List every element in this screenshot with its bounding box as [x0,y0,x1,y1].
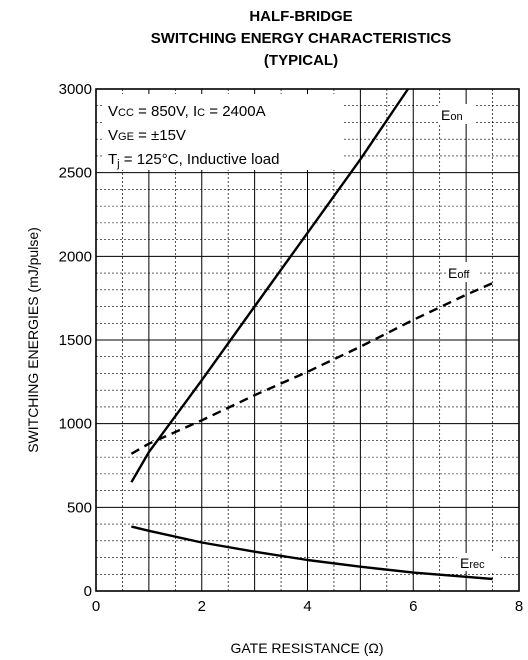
erec-line [131,525,493,581]
y-tick-label: 2000 [59,248,92,265]
y-tick-label: 500 [67,499,92,516]
annotation-box-bg [104,94,342,170]
x-tick-label: 2 [198,598,206,615]
y-tick-label: 2500 [59,165,92,182]
y-axis-label: SWITCHING ENERGIES (mJ/pulse) [25,227,41,453]
erec-label: Erec [460,555,485,571]
eoff-label-bg [446,262,480,282]
x-tick-label: 6 [409,598,417,615]
y-tick-label: 1000 [59,416,92,433]
y-tick-label: 1500 [59,332,92,349]
erec-label-bg [457,553,501,571]
series-lines [130,88,494,581]
eon-label: Eon [441,107,463,123]
x-tick-label: 8 [515,598,523,615]
x-tick-label: 4 [303,598,311,615]
annotation-line-1: VCC = 850V, IC = 2400A [108,103,266,120]
title-line-1: HALF-BRIDGE [249,8,352,25]
x-axis-label: GATE RESISTANCE (Ω) [230,640,383,656]
eoff-label: Eoff [448,265,470,281]
eon-line [130,88,409,483]
annotation-line-2: VGE = ±15V [108,127,186,144]
y-tick-label: 3000 [59,81,92,98]
chart-title: HALF-BRIDGE SWITCHING ENERGY CHARACTERIS… [151,8,452,69]
annotation-line-3: Tj = 125°C, Inductive load [108,151,279,170]
x-tick-label: 0 [92,598,100,615]
plot-frame [95,88,520,592]
tick-labels: 0 2 4 6 8 0 500 1000 1500 2000 2500 3000 [59,81,524,615]
eon-label-bg [438,104,476,124]
title-line-3: (TYPICAL) [264,52,338,69]
title-line-2: SWITCHING ENERGY CHARACTERISTICS [151,30,452,47]
eoff-line [130,282,494,455]
y-tick-label: 0 [84,583,92,600]
